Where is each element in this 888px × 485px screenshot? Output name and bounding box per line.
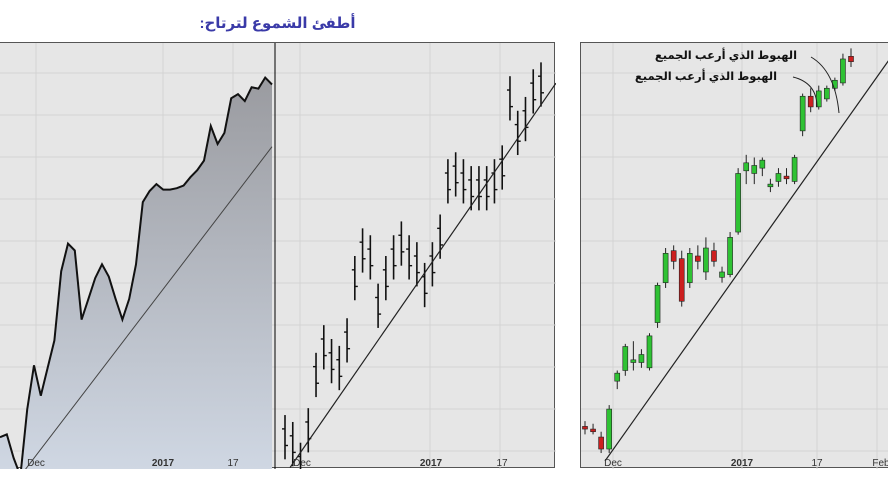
x-tick-label: Dec <box>293 458 311 469</box>
x-tick-label: Dec <box>27 458 45 469</box>
candlestick-chart <box>582 48 888 462</box>
x-tick-label: 17 <box>496 458 508 469</box>
annotation-label: الهبوط الذي أرعب الجميع <box>655 47 797 63</box>
candle-body <box>646 335 653 369</box>
right-grid <box>581 43 888 469</box>
candle-body <box>606 408 612 450</box>
candle-body <box>638 354 645 363</box>
left-chart-panel: Dec 2017 17 Dec 2017 17 <box>0 42 557 485</box>
candle-body <box>807 95 814 108</box>
x-tick-label: Dec <box>604 458 622 469</box>
page-title: أطفئ الشموع لترتاح: <box>199 15 356 32</box>
bar-chart <box>282 62 557 485</box>
area-fill <box>0 77 272 476</box>
annotations: الهبوط الذي أرعب الجميع الهبوط الذي أرعب … <box>635 47 840 114</box>
candle-body <box>582 426 588 430</box>
right-x-axis: Dec 2017 17 Feb <box>604 458 888 469</box>
candle-body <box>824 87 830 100</box>
candle-body <box>590 428 596 433</box>
right-chart-panel: Dec 2017 17 Feb الهبوط الذي أرعب الجميع الهب… <box>580 42 888 469</box>
candle-body <box>791 157 798 182</box>
right-chart-svg: Dec 2017 17 Feb الهبوط الذي أرعب الجميعالهب… <box>581 43 888 469</box>
candle-body <box>783 175 790 180</box>
candle-body <box>670 250 677 262</box>
candle-body <box>799 95 806 132</box>
candle-body <box>662 253 669 283</box>
x-tick-label: 2017 <box>731 458 754 469</box>
x-tick-label: 2017 <box>152 458 175 469</box>
candle-body <box>686 253 693 283</box>
candle-body <box>695 255 701 262</box>
candle-body <box>598 436 604 450</box>
annotation-leader <box>792 76 818 108</box>
candle-body <box>767 183 774 188</box>
candle-body <box>775 173 782 182</box>
candle-body <box>654 284 661 323</box>
candle-body <box>743 162 750 172</box>
candle-body <box>622 346 629 371</box>
candle-body <box>630 359 637 363</box>
candle-body <box>711 250 717 262</box>
candle-body <box>719 271 725 278</box>
bar-trend-line <box>289 82 557 468</box>
candle-body <box>703 247 709 273</box>
candle-body <box>848 56 854 62</box>
annotation-leader <box>810 56 840 114</box>
left-chart-svg: Dec 2017 17 Dec 2017 17 <box>0 43 557 485</box>
x-tick-label: 17 <box>227 458 239 469</box>
candle-trend-line <box>604 60 888 462</box>
candle-body <box>759 159 766 169</box>
left-x-axis: Dec 2017 17 Dec 2017 17 <box>27 458 508 469</box>
candle-body <box>614 372 621 382</box>
x-tick-label: Feb <box>872 458 888 469</box>
annotation-label: الهبوط الذي أرعب الجميع <box>635 68 777 84</box>
candle-body <box>678 258 685 302</box>
candle-body <box>840 58 846 84</box>
candle-body <box>727 237 733 275</box>
area-trend-line <box>20 146 273 477</box>
candle-body <box>735 173 741 233</box>
area-line <box>0 75 273 477</box>
x-tick-label: 17 <box>811 458 823 469</box>
candle-body <box>751 165 758 174</box>
area-chart <box>0 75 273 477</box>
x-tick-label: 2017 <box>420 458 443 469</box>
